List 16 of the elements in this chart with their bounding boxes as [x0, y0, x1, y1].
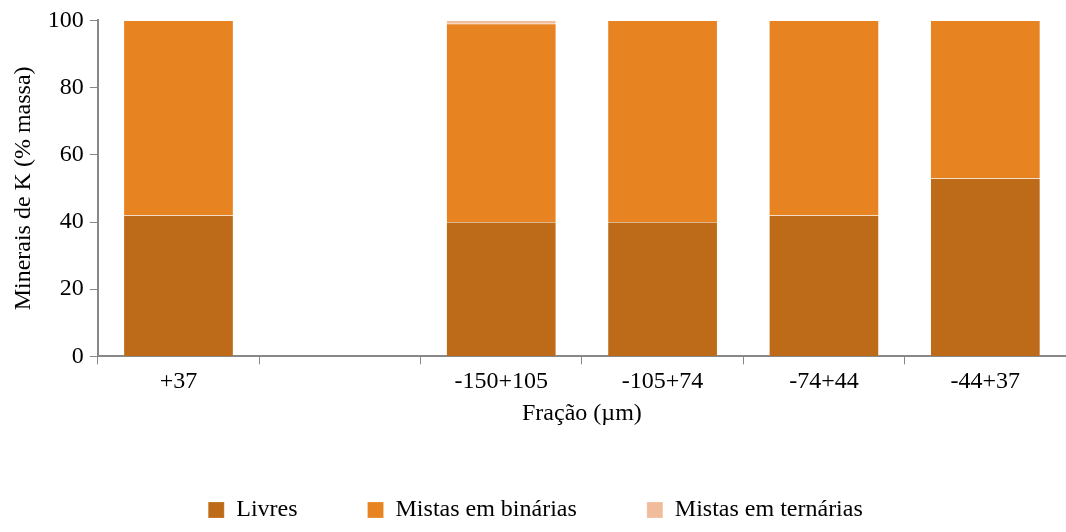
x-tick-label: -44+37 [950, 367, 1021, 394]
x-tick-label: -150+105 [454, 367, 548, 394]
legend-label: Livres [236, 495, 298, 522]
y-tick-label: 60 [59, 140, 84, 167]
y-tick-label: 80 [59, 72, 84, 99]
y-tick-label: 20 [59, 274, 84, 301]
legend-label: Mistas em ternárias [674, 495, 863, 522]
legend-label: Mistas em binárias [395, 495, 577, 522]
x-tick-label: -74+44 [789, 367, 859, 394]
y-tick-label: 40 [59, 207, 84, 234]
x-tick-label: +37 [159, 367, 198, 394]
x-axis-title: Fração (µm) [522, 398, 642, 425]
y-tick-label: 100 [47, 5, 84, 32]
y-axis-title: Minerais de K (% massa) [8, 66, 35, 311]
x-tick-label: -105+74 [621, 367, 704, 394]
y-tick-label: 0 [71, 341, 84, 368]
